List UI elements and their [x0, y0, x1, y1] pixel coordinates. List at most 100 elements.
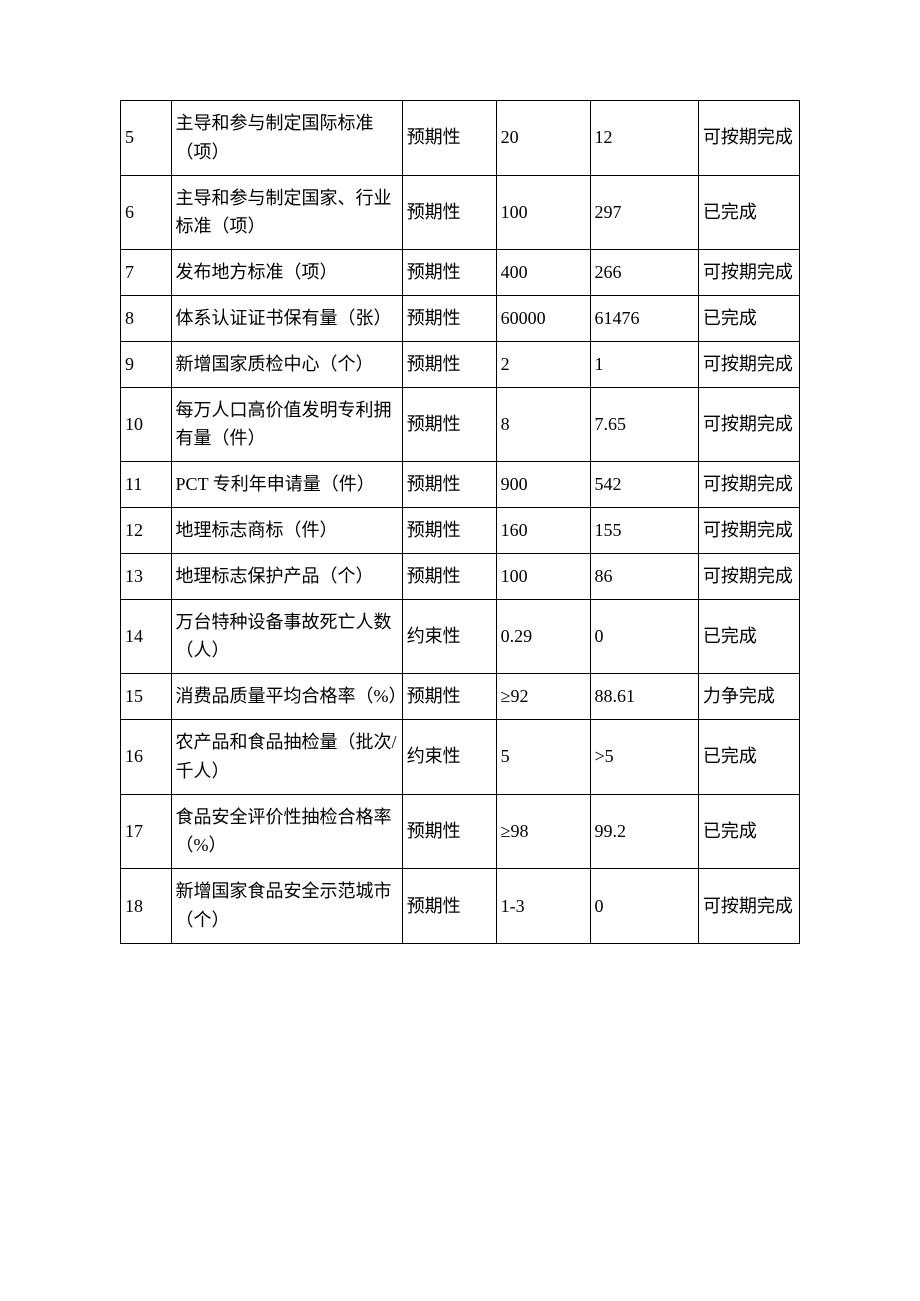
- data-table: 5主导和参与制定国际标准（项）预期性2012可按期完成6主导和参与制定国家、行业…: [120, 100, 800, 944]
- actual-value: 88.61: [590, 674, 698, 720]
- indicator-type: 预期性: [402, 295, 496, 341]
- completion-status: 可按期完成: [698, 507, 799, 553]
- row-number: 10: [121, 387, 172, 462]
- indicator-type: 约束性: [402, 719, 496, 794]
- indicator-name: 地理标志保护产品（个）: [171, 553, 402, 599]
- completion-status: 可按期完成: [698, 387, 799, 462]
- actual-value: 0: [590, 599, 698, 674]
- completion-status: 可按期完成: [698, 101, 799, 176]
- actual-value: >5: [590, 719, 698, 794]
- indicator-type: 预期性: [402, 341, 496, 387]
- indicator-name: 消费品质量平均合格率（%）: [171, 674, 402, 720]
- target-value: 100: [496, 553, 590, 599]
- completion-status: 可按期完成: [698, 250, 799, 296]
- indicator-name: 新增国家质检中心（个）: [171, 341, 402, 387]
- target-value: 8: [496, 387, 590, 462]
- table-row: 15消费品质量平均合格率（%）预期性≥9288.61力争完成: [121, 674, 800, 720]
- indicator-name: 农产品和食品抽检量（批次/千人）: [171, 719, 402, 794]
- row-number: 17: [121, 794, 172, 869]
- target-value: 60000: [496, 295, 590, 341]
- indicator-name: 每万人口高价值发明专利拥有量（件）: [171, 387, 402, 462]
- row-number: 9: [121, 341, 172, 387]
- table-row: 16农产品和食品抽检量（批次/千人）约束性5>5已完成: [121, 719, 800, 794]
- target-value: 1-3: [496, 869, 590, 944]
- table-row: 5主导和参与制定国际标准（项）预期性2012可按期完成: [121, 101, 800, 176]
- target-value: 900: [496, 462, 590, 508]
- row-number: 5: [121, 101, 172, 176]
- indicator-type: 预期性: [402, 250, 496, 296]
- table-row: 17食品安全评价性抽检合格率（%）预期性≥9899.2已完成: [121, 794, 800, 869]
- indicator-type: 预期性: [402, 794, 496, 869]
- table-row: 12地理标志商标（件）预期性160155可按期完成: [121, 507, 800, 553]
- target-value: ≥92: [496, 674, 590, 720]
- target-value: 20: [496, 101, 590, 176]
- actual-value: 0: [590, 869, 698, 944]
- target-value: 100: [496, 175, 590, 250]
- row-number: 11: [121, 462, 172, 508]
- actual-value: 7.65: [590, 387, 698, 462]
- table-row: 8体系认证证书保有量（张）预期性6000061476已完成: [121, 295, 800, 341]
- completion-status: 已完成: [698, 175, 799, 250]
- row-number: 18: [121, 869, 172, 944]
- completion-status: 可按期完成: [698, 341, 799, 387]
- indicator-type: 预期性: [402, 175, 496, 250]
- indicator-name: 发布地方标准（项）: [171, 250, 402, 296]
- target-value: 5: [496, 719, 590, 794]
- indicator-name: 新增国家食品安全示范城市（个）: [171, 869, 402, 944]
- actual-value: 542: [590, 462, 698, 508]
- target-value: 160: [496, 507, 590, 553]
- row-number: 6: [121, 175, 172, 250]
- indicator-type: 预期性: [402, 507, 496, 553]
- table-row: 13地理标志保护产品（个）预期性10086可按期完成: [121, 553, 800, 599]
- row-number: 13: [121, 553, 172, 599]
- row-number: 7: [121, 250, 172, 296]
- completion-status: 力争完成: [698, 674, 799, 720]
- actual-value: 266: [590, 250, 698, 296]
- indicator-name: 地理标志商标（件）: [171, 507, 402, 553]
- row-number: 15: [121, 674, 172, 720]
- target-value: 2: [496, 341, 590, 387]
- indicator-name: 食品安全评价性抽检合格率（%）: [171, 794, 402, 869]
- table-body: 5主导和参与制定国际标准（项）预期性2012可按期完成6主导和参与制定国家、行业…: [121, 101, 800, 944]
- completion-status: 已完成: [698, 794, 799, 869]
- indicator-type: 预期性: [402, 553, 496, 599]
- table-row: 9新增国家质检中心（个）预期性21可按期完成: [121, 341, 800, 387]
- table-row: 6主导和参与制定国家、行业标准（项）预期性100297已完成: [121, 175, 800, 250]
- indicator-type: 预期性: [402, 869, 496, 944]
- table-row: 18新增国家食品安全示范城市（个）预期性1-30可按期完成: [121, 869, 800, 944]
- target-value: 0.29: [496, 599, 590, 674]
- actual-value: 99.2: [590, 794, 698, 869]
- row-number: 16: [121, 719, 172, 794]
- actual-value: 155: [590, 507, 698, 553]
- indicator-type: 预期性: [402, 101, 496, 176]
- indicator-type: 预期性: [402, 462, 496, 508]
- row-number: 14: [121, 599, 172, 674]
- target-value: ≥98: [496, 794, 590, 869]
- table-row: 11PCT 专利年申请量（件）预期性900542可按期完成: [121, 462, 800, 508]
- row-number: 12: [121, 507, 172, 553]
- completion-status: 可按期完成: [698, 553, 799, 599]
- completion-status: 可按期完成: [698, 462, 799, 508]
- indicator-type: 预期性: [402, 387, 496, 462]
- completion-status: 已完成: [698, 295, 799, 341]
- row-number: 8: [121, 295, 172, 341]
- table-row: 10每万人口高价值发明专利拥有量（件）预期性87.65可按期完成: [121, 387, 800, 462]
- actual-value: 1: [590, 341, 698, 387]
- target-value: 400: [496, 250, 590, 296]
- indicator-name: 主导和参与制定国家、行业标准（项）: [171, 175, 402, 250]
- indicator-name: PCT 专利年申请量（件）: [171, 462, 402, 508]
- indicator-type: 预期性: [402, 674, 496, 720]
- completion-status: 已完成: [698, 719, 799, 794]
- indicator-name: 万台特种设备事故死亡人数（人）: [171, 599, 402, 674]
- actual-value: 12: [590, 101, 698, 176]
- indicator-name: 主导和参与制定国际标准（项）: [171, 101, 402, 176]
- completion-status: 已完成: [698, 599, 799, 674]
- completion-status: 可按期完成: [698, 869, 799, 944]
- table-row: 14万台特种设备事故死亡人数（人）约束性0.290已完成: [121, 599, 800, 674]
- indicator-name: 体系认证证书保有量（张）: [171, 295, 402, 341]
- table-row: 7发布地方标准（项）预期性400266可按期完成: [121, 250, 800, 296]
- actual-value: 297: [590, 175, 698, 250]
- actual-value: 61476: [590, 295, 698, 341]
- actual-value: 86: [590, 553, 698, 599]
- indicator-type: 约束性: [402, 599, 496, 674]
